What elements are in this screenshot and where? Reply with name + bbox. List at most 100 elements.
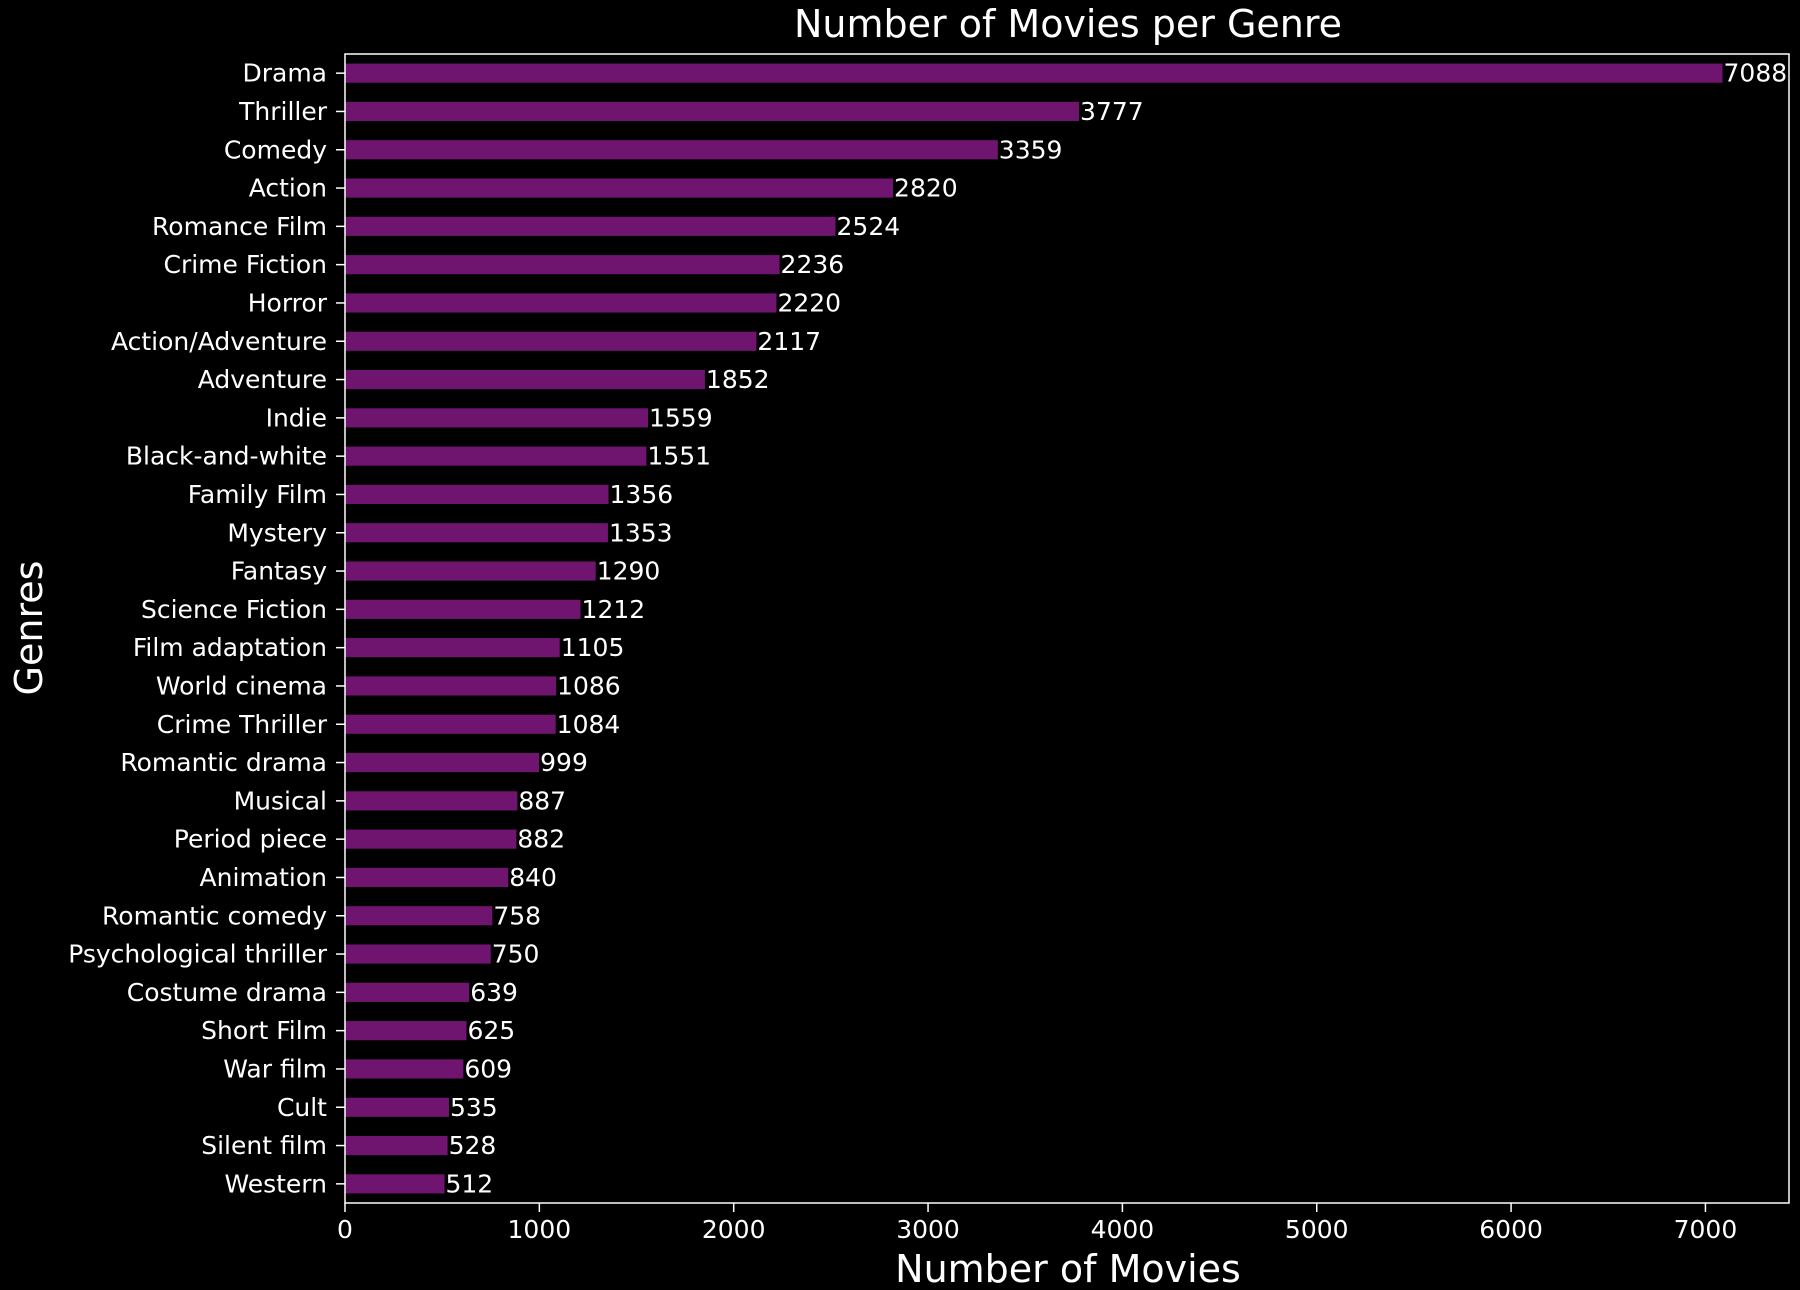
x-ticks-layer: 0 1000 2000 3000 4000 5000 6000 7000: [337, 1203, 1737, 1244]
bar: [345, 140, 998, 160]
bar: [345, 906, 493, 926]
y-tick-label: Western: [224, 1169, 327, 1198]
plot-frame: [344, 53, 1790, 1204]
value-label: 1356: [610, 480, 674, 509]
value-label: 3777: [1080, 97, 1144, 126]
bar: [345, 944, 491, 964]
bar: [345, 293, 777, 313]
x-tick-label: 0: [337, 1215, 353, 1244]
value-label: 512: [446, 1169, 494, 1198]
value-label: 2236: [781, 250, 845, 279]
bar: [345, 561, 596, 581]
bar: [345, 255, 780, 275]
value-label: 999: [540, 748, 588, 777]
value-label: 887: [518, 786, 566, 815]
x-tick-label: 4000: [1091, 1215, 1155, 1244]
bar: [345, 791, 518, 811]
bar: [345, 982, 470, 1002]
y-tick-label: Fantasy: [231, 557, 327, 586]
value-labels-layer: 7088 3777 3359 2820 2524 2236 2220 2117 1852 1559…: [446, 59, 1788, 1199]
y-tick-label: Mystery: [227, 518, 327, 547]
y-tick-label: Crime Fiction: [163, 250, 327, 279]
bar: [345, 369, 705, 390]
value-label: 1290: [597, 557, 661, 586]
value-label: 1353: [609, 518, 673, 547]
y-tick-label: Period piece: [174, 825, 327, 854]
bar: [345, 714, 556, 734]
value-label: 2524: [837, 212, 901, 241]
value-label: 625: [467, 1016, 515, 1045]
value-label: 750: [492, 940, 540, 969]
value-label: 1551: [647, 442, 711, 471]
y-tick-label: Horror: [248, 288, 328, 317]
bar: [345, 1135, 448, 1156]
bar: [345, 484, 609, 505]
x-tick-label: 7000: [1674, 1215, 1738, 1244]
y-tick-label: Adventure: [198, 365, 327, 394]
y-tick-label: Thriller: [238, 97, 328, 126]
y-tick-label: Science Fiction: [141, 595, 327, 624]
bar: [345, 408, 648, 428]
y-tick-label: World cinema: [156, 671, 327, 700]
value-label: 1084: [557, 710, 621, 739]
bar: [345, 1021, 467, 1041]
x-tick-label: 6000: [1479, 1215, 1543, 1244]
value-label: 7088: [1724, 59, 1788, 88]
bar: [345, 523, 608, 543]
bar: [345, 676, 557, 696]
value-label: 1105: [561, 633, 625, 662]
value-label: 535: [450, 1093, 498, 1122]
chart-title: Number of Movies per Genre: [794, 2, 1342, 46]
y-tick-label: War film: [223, 1054, 327, 1083]
value-label: 1212: [582, 595, 646, 624]
y-tick-label: Short Film: [201, 1016, 327, 1045]
value-label: 2117: [757, 327, 821, 356]
y-tick-label: Costume drama: [127, 978, 327, 1007]
bar: [345, 331, 757, 351]
bars-layer: [345, 63, 1723, 1194]
y-tick-label: Silent film: [201, 1131, 327, 1160]
y-tick-label: Action/Adventure: [111, 327, 327, 356]
y-tick-label: Film adaptation: [133, 633, 327, 662]
x-axis-title: Number of Movies: [895, 1247, 1241, 1290]
bar: [345, 1097, 449, 1117]
x-tick-label: 3000: [896, 1215, 960, 1244]
y-tick-label: Action: [249, 174, 327, 203]
value-label: 758: [493, 901, 541, 930]
y-tick-label: Indie: [266, 403, 327, 432]
y-tick-label: Crime Thriller: [157, 710, 328, 739]
y-tick-label: Romantic drama: [120, 748, 327, 777]
x-tick-label: 2000: [702, 1215, 766, 1244]
value-label: 840: [509, 863, 557, 892]
y-tick-label: Cult: [277, 1093, 327, 1122]
bar: [345, 1059, 464, 1079]
y-tick-label: Comedy: [224, 135, 327, 164]
y-tick-label: Romantic comedy: [102, 901, 327, 930]
y-tick-label: Musical: [234, 786, 327, 815]
value-label: 639: [470, 978, 518, 1007]
bar: [345, 101, 1080, 122]
bar: [345, 829, 517, 849]
bar: [345, 638, 560, 658]
y-tick-label: Black-and-white: [126, 442, 327, 471]
value-label: 2820: [894, 174, 958, 203]
value-label: 609: [464, 1054, 512, 1083]
bar: [345, 867, 509, 888]
y-tick-label: Drama: [242, 59, 327, 88]
y-tick-label: Family Film: [188, 480, 327, 509]
value-label: 2220: [777, 288, 841, 317]
y-tick-label: Psychological thriller: [68, 940, 327, 969]
value-label: 1559: [649, 403, 713, 432]
bar: [345, 752, 540, 773]
y-ticks-layer: Drama Thriller Comedy Action Romance Film Cri…: [68, 59, 345, 1198]
value-label: 882: [517, 825, 565, 854]
value-label: 528: [449, 1131, 497, 1160]
bar: [345, 216, 836, 236]
value-label: 1086: [557, 671, 621, 700]
x-tick-label: 1000: [508, 1215, 572, 1244]
y-tick-label: Animation: [200, 863, 327, 892]
value-label: 1852: [706, 365, 770, 394]
bar: [345, 1174, 445, 1194]
